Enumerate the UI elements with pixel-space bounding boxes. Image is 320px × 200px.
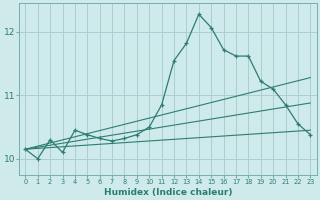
X-axis label: Humidex (Indice chaleur): Humidex (Indice chaleur): [104, 188, 232, 197]
